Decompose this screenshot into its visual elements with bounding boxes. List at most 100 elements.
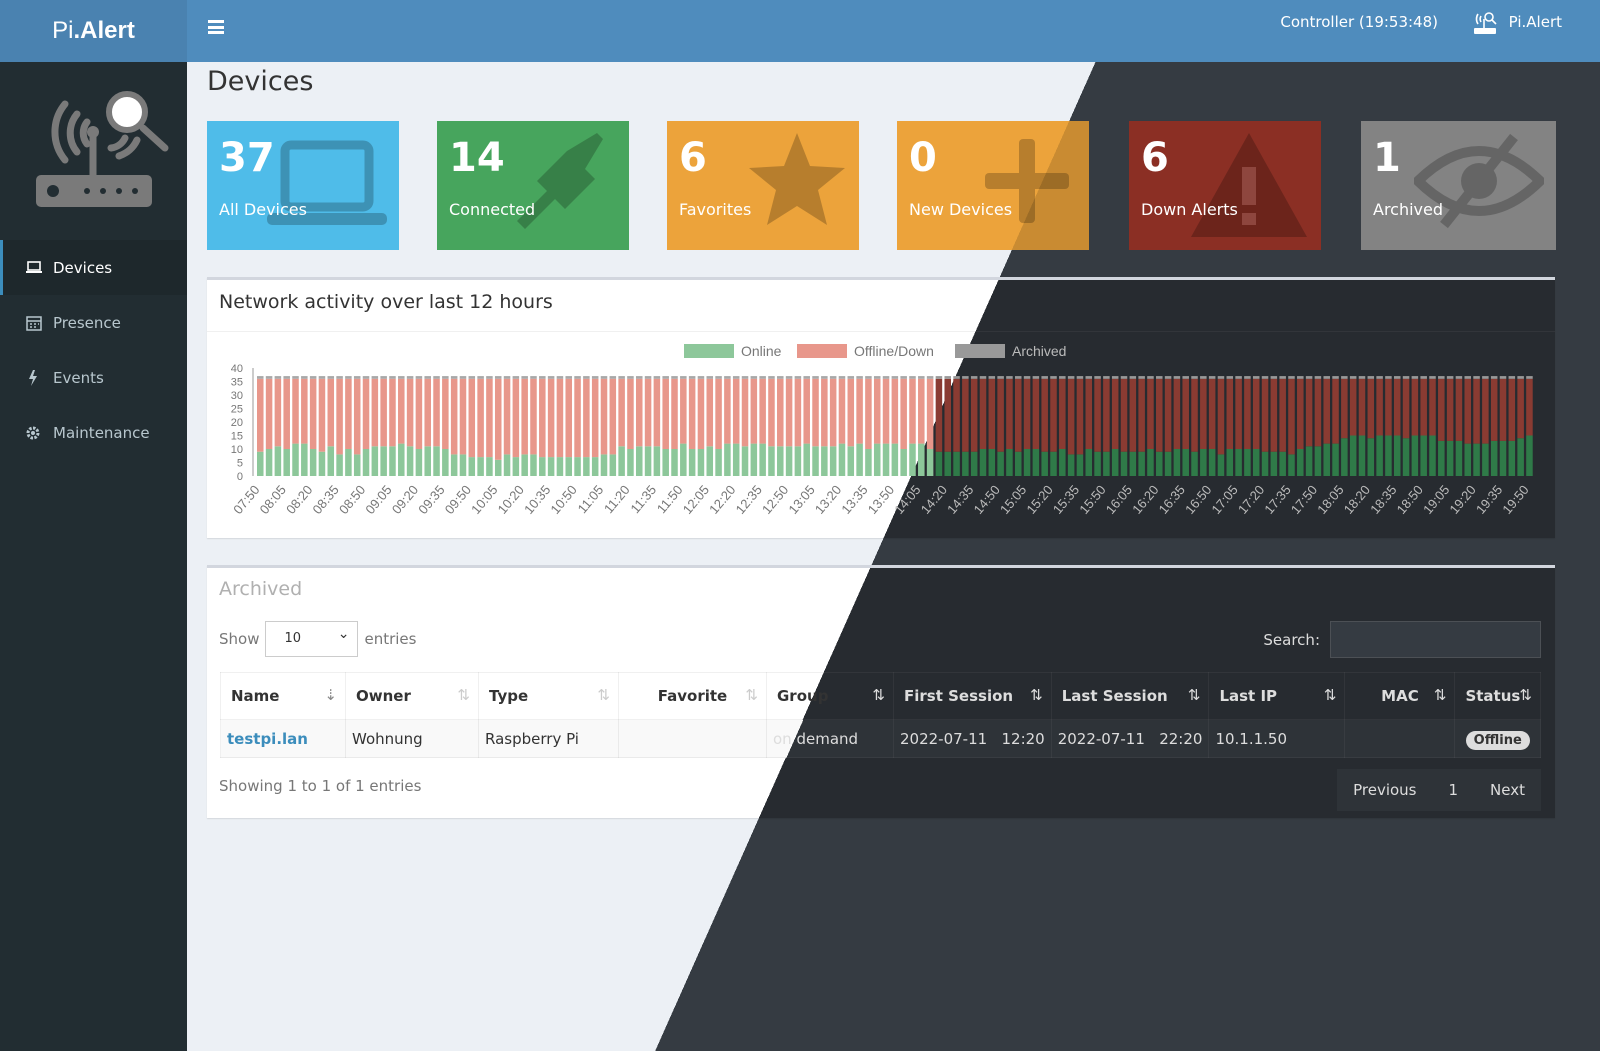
bar-archived — [979, 376, 987, 379]
x-tick-label: 17:50 — [1288, 482, 1320, 517]
bar-offline — [821, 378, 828, 447]
bar-archived — [635, 376, 643, 379]
x-tick-label: 18:35 — [1367, 482, 1399, 517]
card-label: Archived — [1373, 200, 1444, 219]
column-header-name[interactable]: Name ⇣ — [220, 672, 346, 720]
card-all-devices[interactable]: 37 All Devices — [207, 121, 399, 250]
bar-online — [768, 446, 775, 476]
bar-archived — [644, 376, 652, 379]
search-input[interactable] — [1330, 621, 1541, 658]
column-header-favorite[interactable]: Favorite ⇅ — [618, 672, 767, 720]
header-label: Favorite — [657, 687, 728, 705]
column-header-status[interactable]: Status ⇅ — [1454, 672, 1541, 720]
archived-devices-panel: Archived Show 10 entries Search: Name ⇣ Own… — [207, 565, 1555, 818]
previous-button[interactable]: Previous — [1353, 781, 1417, 799]
bar-offline — [900, 378, 907, 449]
bar-offline — [644, 378, 652, 447]
bar-archived — [944, 376, 951, 379]
column-header-mac[interactable]: MAC ⇅ — [1344, 672, 1456, 720]
x-tick-label: 13:05 — [785, 482, 817, 517]
bar-archived — [777, 376, 784, 379]
bar-offline — [997, 378, 1004, 452]
eye-slash-icon — [1414, 133, 1544, 229]
bar-online — [1446, 440, 1454, 476]
column-header-type[interactable]: Type ⇅ — [478, 672, 619, 720]
bar-online — [1323, 443, 1330, 476]
card-down-alerts[interactable]: 6 Down Alerts — [1129, 121, 1321, 250]
sidebar-item-maintenance[interactable]: Maintenance — [0, 405, 187, 460]
bar-online — [512, 457, 520, 476]
card-value: 1 — [1373, 135, 1401, 181]
y-tick-label: 40 — [231, 363, 243, 375]
bar-archived — [847, 376, 855, 379]
x-tick-label: 11:05 — [575, 482, 607, 516]
bar-archived — [653, 376, 661, 379]
bar-online — [468, 457, 476, 476]
bar-archived — [1341, 376, 1348, 379]
x-tick-label: 08:35 — [309, 482, 341, 517]
column-header-last-session[interactable]: Last Session ⇅ — [1050, 672, 1210, 720]
column-header-owner[interactable]: Owner ⇅ — [345, 672, 479, 720]
show-label: Show — [219, 630, 260, 648]
bar-offline — [909, 378, 916, 444]
card-archived[interactable]: 1 Archived — [1361, 121, 1556, 250]
search-label: Search: — [1263, 630, 1320, 649]
card-label: Connected — [449, 200, 536, 219]
x-tick-label: 08:50 — [336, 482, 368, 517]
bar-offline — [979, 378, 987, 449]
bar-online — [1094, 451, 1101, 476]
bar-offline — [1438, 378, 1445, 441]
column-header-first-session[interactable]: First Session ⇅ — [893, 672, 1052, 720]
bar-online — [1103, 451, 1110, 476]
page-size-select[interactable]: 10 — [265, 621, 359, 657]
bar-online — [1270, 451, 1278, 476]
bar-offline — [1517, 378, 1524, 439]
bar-archived — [997, 376, 1004, 379]
table-info: Showing 1 to 1 of 1 entries — [219, 777, 422, 795]
bar-archived — [741, 376, 749, 379]
bar-archived — [1235, 376, 1242, 379]
table-row: testpi.lan Wohnung Raspberry Pi on deman… — [220, 719, 1541, 758]
page-size-control: Show 10 entries — [219, 621, 416, 657]
bar-offline — [1323, 378, 1330, 444]
page-1-button[interactable]: 1 — [1448, 781, 1459, 799]
bar-offline — [353, 378, 361, 455]
bar-online — [1526, 435, 1533, 476]
device-link[interactable]: testpi.lan — [227, 729, 308, 748]
bar-archived — [768, 376, 775, 379]
sidebar-toggle-icon[interactable] — [208, 20, 224, 34]
network-activity-panel: 0 5 10 15 20 25 30 35 40 07:50 08:05 08:20 08:35 08:5… — [207, 277, 1555, 538]
bar-offline — [768, 378, 775, 447]
column-header-last-ip[interactable]: Last IP ⇅ — [1208, 672, 1346, 720]
sidebar-item-presence[interactable]: Presence — [0, 295, 187, 350]
card-new-devices[interactable]: 0 New Devices — [897, 121, 1089, 250]
bar-online — [856, 443, 863, 476]
bar-online — [627, 449, 634, 476]
card-label: Favorites — [679, 200, 752, 219]
status-badge: Offline — [1465, 730, 1530, 750]
x-tick-label: 16:20 — [1129, 482, 1161, 517]
bar-archived — [891, 376, 899, 379]
bar-online — [1341, 438, 1348, 476]
card-connected[interactable]: 14 Connected — [437, 121, 629, 250]
sidebar-item-devices[interactable]: Devices — [0, 240, 187, 295]
bar-archived — [794, 376, 802, 379]
sidebar-item-events[interactable]: Events — [0, 350, 187, 405]
bar-online — [706, 446, 714, 476]
user-menu[interactable]: Pi.Alert — [1508, 13, 1562, 31]
bar-archived — [389, 376, 396, 379]
bar-archived — [1014, 376, 1022, 379]
next-button[interactable]: Next — [1490, 781, 1525, 799]
bar-offline — [970, 378, 978, 452]
bar-online — [530, 454, 537, 476]
bar-online — [494, 459, 502, 476]
card-favorites[interactable]: 6 Favorites — [667, 121, 859, 250]
bar-online — [415, 449, 423, 476]
app-logo[interactable]: Pi.Alert — [0, 0, 187, 62]
logo-text: Pi — [52, 17, 74, 44]
bar-online — [680, 443, 687, 476]
bar-archived — [556, 376, 564, 379]
bar-online — [777, 446, 784, 476]
bar-archived — [301, 376, 308, 379]
column-header-group[interactable]: Group ⇅ — [766, 672, 894, 720]
